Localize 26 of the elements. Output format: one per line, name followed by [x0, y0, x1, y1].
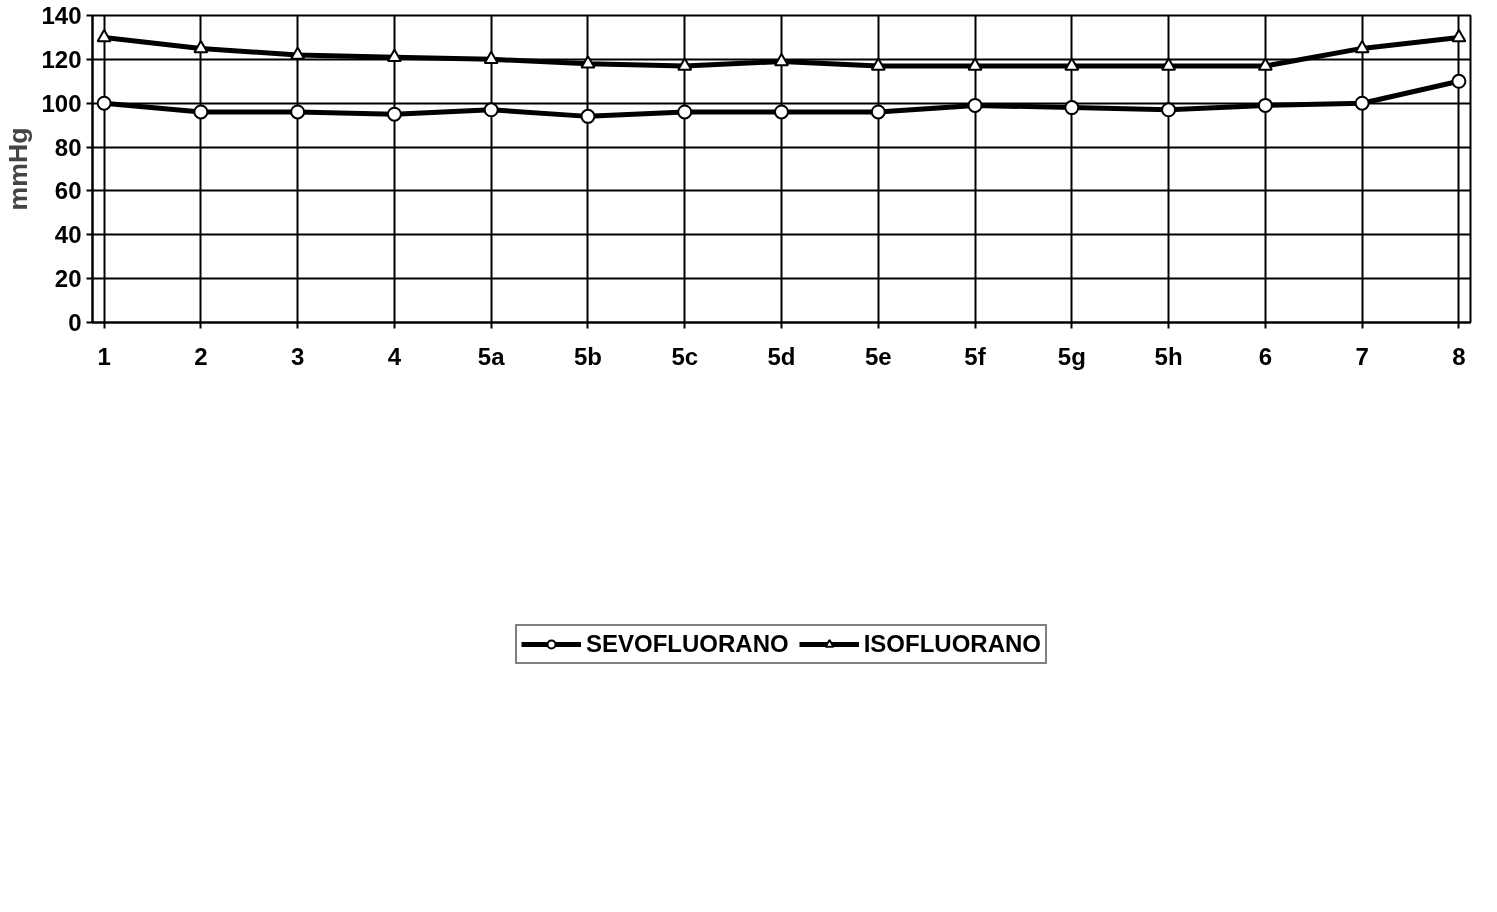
x-tick-label: 4	[387, 342, 402, 370]
y-tick-label: 140	[41, 2, 82, 29]
x-tick-label: 5d	[767, 342, 796, 370]
legend-label: ISOFLUORANO	[863, 630, 1042, 658]
y-axis-title: mmHg	[3, 127, 34, 211]
x-tick-label: 1	[97, 342, 111, 370]
x-tick-label: 5c	[671, 342, 699, 370]
y-tick-label: 0	[68, 309, 82, 336]
y-tick-label: 80	[54, 133, 82, 161]
x-tick-label: 3	[290, 342, 305, 370]
x-tick-label: 5h	[1154, 342, 1183, 370]
y-tick-label: 40	[54, 221, 82, 249]
y-tick-label: 20	[54, 265, 82, 293]
x-tick-label: 2	[194, 342, 208, 370]
y-tick-label: 100	[41, 89, 82, 117]
legend-label: SEVOFLUORANO	[585, 630, 789, 658]
x-tick-label: 6	[1258, 342, 1273, 370]
x-tick-label: 5f	[964, 342, 987, 370]
x-tick-label: 8	[1452, 342, 1466, 370]
y-tick-label: 120	[41, 45, 82, 73]
x-tick-label: 7	[1355, 342, 1369, 370]
y-tick-label: 60	[54, 177, 82, 205]
x-tick-label: 5a	[477, 342, 506, 370]
x-tick-label: 5e	[864, 342, 892, 370]
x-tick-label: 5b	[573, 342, 602, 370]
x-tick-label: 5g	[1057, 342, 1086, 370]
